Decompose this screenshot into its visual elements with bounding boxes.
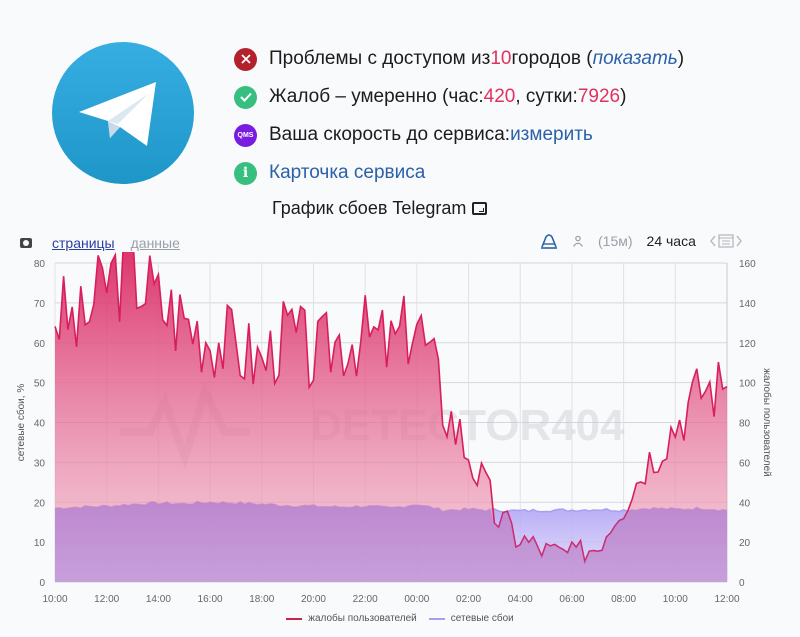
status-list: Проблемы с доступом из 10 городов (показ… bbox=[234, 40, 684, 192]
calendar-icon[interactable] bbox=[710, 233, 744, 249]
outage-chart[interactable]: 0 0 10 20 20 40 30 60 40 80 50 100 60 120 70 140 80 160 10… bbox=[0, 252, 800, 612]
legend-network[interactable]: сетевые сбои bbox=[428, 613, 514, 624]
x-tick-label: 20:00 bbox=[301, 594, 326, 605]
y-tick-label: 80 bbox=[34, 259, 46, 270]
y-tick-label: 60 bbox=[34, 339, 46, 350]
user-icon[interactable] bbox=[572, 235, 584, 247]
chart-toolbar-right: (15м) 24 часа bbox=[540, 233, 758, 249]
interval-selector[interactable]: (15м) bbox=[598, 233, 633, 249]
y-tick-label: 0 bbox=[39, 578, 45, 589]
status-text: Ваша скорость до сервиса: bbox=[269, 124, 511, 145]
x-tick-label: 04:00 bbox=[508, 594, 533, 605]
complaints-series-line bbox=[54, 252, 728, 565]
legend-network-label: сетевые сбои bbox=[450, 613, 514, 624]
y-tick-label: 70 bbox=[34, 299, 46, 310]
chart-title-text: График сбоев Telegram bbox=[272, 198, 467, 218]
y-tick-label: 10 bbox=[34, 538, 46, 549]
chart-legend: жалобы пользователей сетевые сбои bbox=[0, 613, 800, 624]
y2-tick-label: 0 bbox=[739, 578, 745, 589]
measure-speed-link[interactable]: измерить bbox=[510, 124, 593, 145]
status-speed: QMS Ваша скорость до сервиса: измерить bbox=[234, 116, 684, 154]
legend-complaints-swatch bbox=[286, 617, 303, 620]
y-tick-label: 50 bbox=[34, 379, 46, 390]
y2-tick-label: 80 bbox=[739, 419, 751, 430]
x-tick-label: 22:00 bbox=[353, 594, 378, 605]
chart-toolbar-left: страницы данные bbox=[20, 235, 180, 251]
x-tick-label: 16:00 bbox=[198, 594, 223, 605]
error-x-icon bbox=[234, 47, 257, 71]
y2-tick-label: 140 bbox=[739, 299, 756, 310]
y-tick-label: 40 bbox=[34, 419, 46, 430]
legend-complaints[interactable]: жалобы пользователей bbox=[286, 613, 417, 624]
show-cities-link[interactable]: показать bbox=[592, 48, 678, 69]
y-tick-label: 30 bbox=[34, 458, 46, 469]
status-text: Проблемы с доступом из bbox=[269, 48, 491, 69]
x-tick-label: 08:00 bbox=[611, 594, 636, 605]
status-text: ) bbox=[677, 48, 685, 69]
y2-tick-label: 40 bbox=[739, 498, 751, 509]
complaints-day: 7926 bbox=[577, 86, 621, 107]
x-tick-label: 06:00 bbox=[559, 594, 584, 605]
info-icon: i bbox=[234, 161, 257, 185]
y-axis-title: сетевые сбои, % bbox=[15, 384, 27, 462]
y2-tick-label: 120 bbox=[739, 339, 756, 350]
area-chart-icon[interactable] bbox=[540, 233, 558, 249]
x-tick-label: 18:00 bbox=[249, 594, 274, 605]
x-tick-label: 02:00 bbox=[456, 594, 481, 605]
tab-data[interactable]: данные bbox=[130, 235, 180, 251]
y2-tick-label: 160 bbox=[739, 259, 756, 270]
complaints-hour: 420 bbox=[483, 86, 516, 107]
chart-title: График сбоев Telegram bbox=[272, 198, 488, 219]
period-selector[interactable]: 24 часа bbox=[646, 233, 696, 249]
camera-icon[interactable] bbox=[20, 238, 32, 248]
y2-tick-label: 60 bbox=[739, 458, 751, 469]
legend-complaints-label: жалобы пользователей bbox=[308, 613, 417, 624]
status-text: ) bbox=[620, 86, 627, 107]
x-tick-label: 14:00 bbox=[146, 594, 171, 605]
status-service-card: i Карточка сервиса bbox=[234, 154, 684, 192]
x-tick-label: 12:00 bbox=[714, 594, 739, 605]
x-tick-label: 00:00 bbox=[404, 594, 429, 605]
screen-icon[interactable] bbox=[472, 202, 488, 215]
y2-tick-label: 20 bbox=[739, 538, 751, 549]
tab-pages[interactable]: страницы bbox=[52, 235, 115, 251]
y2-axis-title: жалобы пользователей bbox=[761, 368, 773, 477]
x-tick-label: 12:00 bbox=[94, 594, 119, 605]
cities-count: 10 bbox=[490, 48, 512, 69]
service-card-link[interactable]: Карточка сервиса bbox=[269, 162, 426, 183]
status-text: городов ( bbox=[511, 48, 593, 69]
telegram-logo bbox=[52, 42, 194, 184]
status-access-problems: Проблемы с доступом из 10 городов (показ… bbox=[234, 40, 684, 78]
x-tick-label: 10:00 bbox=[42, 594, 67, 605]
y-tick-label: 20 bbox=[34, 498, 46, 509]
status-complaints: Жалоб – умеренно (час: 420, сутки: 7926) bbox=[234, 78, 684, 116]
status-text: , сутки: bbox=[515, 86, 578, 107]
complaints-series-area bbox=[55, 252, 727, 582]
qms-icon: QMS bbox=[234, 123, 257, 147]
check-icon bbox=[234, 85, 257, 109]
legend-network-swatch bbox=[428, 617, 445, 620]
x-tick-label: 10:00 bbox=[663, 594, 688, 605]
y2-tick-label: 100 bbox=[739, 379, 756, 390]
status-text: Жалоб – умеренно (час: bbox=[269, 86, 484, 107]
